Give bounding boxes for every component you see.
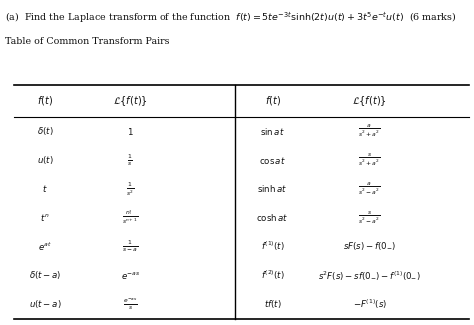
Text: $\mathcal{L}\{f(t)\}$: $\mathcal{L}\{f(t)\}$ [113,94,148,108]
Text: $f(t)$: $f(t)$ [264,94,281,107]
Text: $\frac{s}{s^2-a^2}$: $\frac{s}{s^2-a^2}$ [358,210,381,226]
Text: $t$: $t$ [42,184,48,194]
Text: $\frac{s}{s^2+a^2}$: $\frac{s}{s^2+a^2}$ [358,152,381,168]
Text: $\cosh at$: $\cosh at$ [256,212,289,223]
Text: $\frac{a}{s^2-a^2}$: $\frac{a}{s^2-a^2}$ [358,181,381,197]
Text: $f^{(2)}(t)$: $f^{(2)}(t)$ [261,269,284,282]
Text: $f(t)$: $f(t)$ [37,94,53,107]
Text: $tf(t)$: $tf(t)$ [264,298,282,310]
Text: $u(t-a)$: $u(t-a)$ [29,298,61,310]
Text: $e^{at}$: $e^{at}$ [38,240,52,253]
Text: $\frac{n!}{s^{n+1}}$: $\frac{n!}{s^{n+1}}$ [122,209,138,227]
Text: $f^{(1)}(t)$: $f^{(1)}(t)$ [261,240,284,253]
Text: $\delta(t-a)$: $\delta(t-a)$ [29,269,61,281]
Text: $\frac{1}{s^2}$: $\frac{1}{s^2}$ [126,180,135,198]
Text: $u(t)$: $u(t)$ [36,154,54,166]
Text: $\frac{e^{-as}}{s}$: $\frac{e^{-as}}{s}$ [123,296,137,312]
Text: $\delta(t)$: $\delta(t)$ [37,125,53,137]
Text: $\frac{a}{s^2+a^2}$: $\frac{a}{s^2+a^2}$ [358,124,381,139]
Text: $\sin at$: $\sin at$ [260,126,285,137]
Text: $\frac{1}{s}$: $\frac{1}{s}$ [128,153,133,168]
Text: $sF(s)-f(0_{-})$: $sF(s)-f(0_{-})$ [343,241,396,252]
Text: $\mathcal{L}\{f(t)\}$: $\mathcal{L}\{f(t)\}$ [352,94,387,108]
Text: $\frac{1}{s-a}$: $\frac{1}{s-a}$ [122,239,138,254]
Text: (a)  Find the Laplace transform of the function  $f(t) = 5te^{-3t}\sinh(2t)u(t)+: (a) Find the Laplace transform of the fu… [5,10,456,25]
Text: $\sinh at$: $\sinh at$ [257,184,288,194]
Text: $t^n$: $t^n$ [40,212,50,223]
Text: $-F^{(1)}(s)$: $-F^{(1)}(s)$ [353,297,387,311]
Text: Table of Common Transform Pairs: Table of Common Transform Pairs [5,37,169,46]
Text: $\cos at$: $\cos at$ [259,155,286,166]
Text: $e^{-as}$: $e^{-as}$ [120,270,140,281]
Text: $s^2F(s)-sf(0_{-})-f^{(1)}(0_{-})$: $s^2F(s)-sf(0_{-})-f^{(1)}(0_{-})$ [319,269,421,282]
Text: $1$: $1$ [127,126,134,137]
